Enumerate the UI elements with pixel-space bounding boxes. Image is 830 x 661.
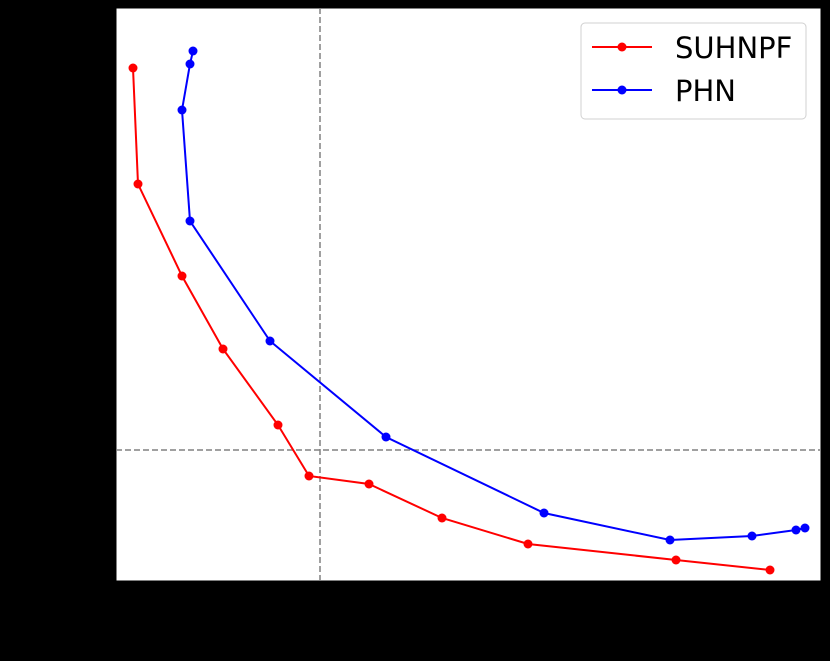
data-point bbox=[523, 539, 533, 549]
data-point bbox=[128, 63, 138, 73]
series-suhnpf bbox=[128, 63, 775, 575]
series-phn bbox=[177, 46, 810, 545]
data-point bbox=[273, 420, 283, 430]
legend-item-phn: PHN bbox=[592, 74, 736, 108]
data-point bbox=[133, 179, 143, 189]
legend-label-phn: PHN bbox=[675, 74, 736, 108]
data-point bbox=[177, 105, 187, 115]
data-point bbox=[800, 523, 810, 533]
data-point bbox=[364, 479, 374, 489]
data-point bbox=[671, 555, 681, 565]
data-point bbox=[437, 513, 447, 523]
data-point bbox=[539, 508, 549, 518]
data-point bbox=[665, 535, 675, 545]
data-point bbox=[765, 565, 775, 575]
data-point bbox=[747, 531, 757, 541]
data-point bbox=[265, 336, 275, 346]
data-point bbox=[185, 216, 195, 226]
legend: SUHNPF PHN bbox=[580, 22, 807, 120]
legend-item-suhnpf: SUHNPF bbox=[592, 31, 792, 65]
data-point bbox=[791, 525, 801, 535]
reference-lines bbox=[116, 8, 821, 581]
data-point bbox=[188, 46, 198, 56]
data-point bbox=[177, 271, 187, 281]
data-point bbox=[218, 344, 228, 354]
data-point bbox=[381, 432, 391, 442]
series-group bbox=[128, 46, 810, 575]
legend-label-suhnpf: SUHNPF bbox=[675, 31, 792, 65]
data-point bbox=[185, 59, 195, 69]
data-point bbox=[304, 471, 314, 481]
